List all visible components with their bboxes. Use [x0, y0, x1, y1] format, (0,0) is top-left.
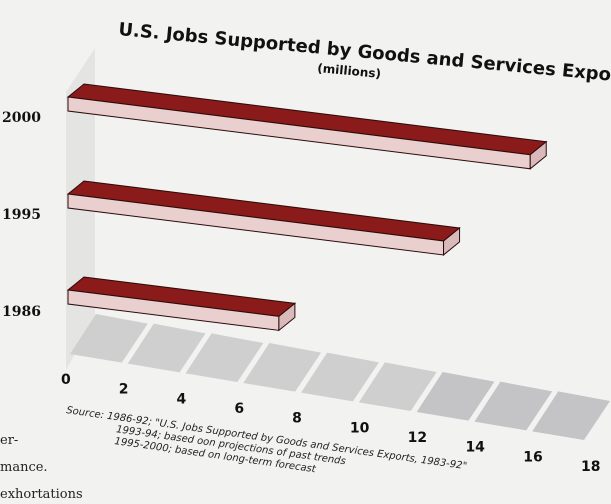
floor-tile — [127, 323, 206, 373]
x-tick-label: 8 — [292, 411, 302, 427]
x-tick-label: 0 — [61, 372, 71, 388]
x-tick-label: 16 — [523, 449, 542, 465]
floor-tile — [358, 362, 437, 411]
bar-end-face — [278, 302, 296, 332]
x-tick-label: 4 — [177, 391, 187, 407]
floor-tile — [416, 372, 495, 421]
chart-subtitle: (millions) — [317, 61, 382, 81]
margin-text-3: exhortations — [0, 487, 83, 502]
x-tick-label: 14 — [465, 440, 485, 456]
floor-tile — [474, 381, 553, 431]
margin-text-1: er- — [0, 433, 18, 448]
y-axis-categories: 2000 1995 1986 — [2, 110, 41, 320]
category-label: 1986 — [2, 304, 41, 320]
x-tick-label: 6 — [234, 401, 244, 417]
bar-end-face — [443, 226, 461, 256]
bar-2000 — [66, 83, 548, 170]
floor-tile — [70, 314, 148, 363]
x-tick-label: 12 — [408, 430, 427, 446]
bar-group — [66, 83, 548, 332]
floor-tile — [243, 343, 322, 392]
x-tick-label: 2 — [119, 382, 129, 398]
category-label: 2000 — [2, 110, 41, 126]
x-tick-label: 10 — [350, 420, 370, 436]
category-label: 1995 — [2, 207, 41, 223]
floor-tile — [185, 333, 264, 382]
margin-text-2: mance. — [0, 460, 48, 475]
floor-tile — [301, 352, 379, 402]
x-tick-label: 18 — [581, 459, 600, 475]
bar-1995 — [66, 180, 461, 256]
bar-end-face — [529, 140, 547, 170]
bar-1986 — [66, 276, 297, 332]
floor-tile — [532, 391, 610, 440]
chart-floor — [70, 314, 610, 440]
x-axis-ticks: 0 2 4 6 8 10 12 14 16 18 — [61, 372, 600, 475]
